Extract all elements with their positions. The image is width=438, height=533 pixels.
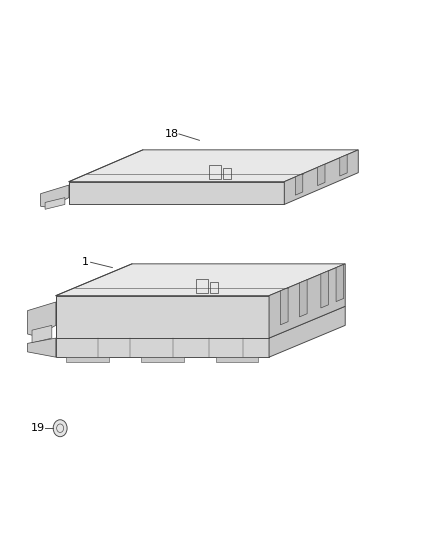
Bar: [210, 281, 219, 293]
Polygon shape: [340, 155, 347, 176]
Polygon shape: [69, 182, 284, 205]
Circle shape: [53, 419, 67, 437]
Text: 18: 18: [165, 129, 179, 139]
Polygon shape: [28, 302, 56, 336]
Polygon shape: [56, 338, 269, 357]
Polygon shape: [269, 306, 345, 357]
Bar: [223, 167, 231, 179]
Polygon shape: [45, 198, 65, 209]
Polygon shape: [318, 164, 325, 185]
Polygon shape: [216, 357, 258, 362]
Polygon shape: [141, 357, 184, 362]
Polygon shape: [32, 325, 52, 343]
Polygon shape: [321, 271, 328, 308]
Polygon shape: [269, 264, 345, 338]
Polygon shape: [280, 288, 288, 325]
Polygon shape: [67, 357, 109, 362]
Polygon shape: [28, 338, 56, 357]
Polygon shape: [300, 280, 307, 317]
Text: 1: 1: [82, 257, 89, 267]
Polygon shape: [41, 185, 69, 207]
Text: 19: 19: [31, 423, 45, 433]
Polygon shape: [295, 174, 303, 195]
Polygon shape: [56, 264, 345, 296]
Polygon shape: [284, 150, 358, 205]
Polygon shape: [336, 264, 344, 302]
Polygon shape: [56, 296, 269, 338]
Bar: [209, 165, 221, 179]
Bar: [196, 279, 208, 293]
Polygon shape: [69, 150, 358, 182]
